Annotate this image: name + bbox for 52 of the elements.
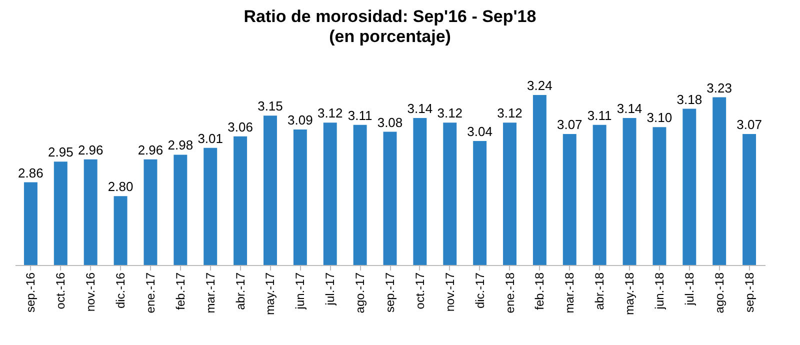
x-tick-label: oct.-16 (54, 272, 68, 310)
x-tick-label: abr.-17 (233, 272, 248, 310)
data-label: 2.95 (48, 144, 74, 160)
data-label: 2.80 (108, 179, 134, 194)
x-tick-label: mar.-17 (203, 272, 218, 314)
data-label: 2.98 (168, 138, 194, 153)
data-label: 3.09 (288, 112, 313, 128)
chart-subtitle: (en porcentaje) (329, 27, 451, 46)
data-label: 2.96 (138, 142, 164, 158)
data-label: 2.86 (18, 165, 44, 180)
data-label: 3.23 (706, 80, 732, 96)
data-label: 3.12 (317, 106, 343, 121)
data-label: 3.04 (467, 124, 492, 139)
x-tick-label: oct.-17 (412, 272, 427, 310)
x-tick-label: abr.-18 (592, 272, 607, 310)
x-tick-label: nov.-16 (84, 272, 98, 312)
x-tick-label: jul.-18 (682, 272, 696, 306)
x-tick-label: nov.-17 (442, 272, 457, 312)
data-label: 3.07 (736, 117, 762, 132)
chart-title: Ratio de morosidad: Sep'16 - Sep'18 (244, 7, 536, 26)
x-tick-label: sep.-16 (24, 272, 38, 313)
x-tick-label: ene.-18 (502, 272, 517, 314)
x-tick-label: sep.-18 (742, 272, 756, 313)
data-label: 3.11 (587, 108, 612, 123)
data-label: 2.96 (78, 142, 104, 158)
x-tick-label: dic.-17 (472, 272, 487, 309)
x-tick-label: dic.-16 (114, 272, 128, 309)
data-label: 3.14 (616, 100, 642, 116)
data-label: 3.10 (646, 110, 672, 126)
x-tick-label: feb.-17 (173, 272, 188, 310)
x-tick-label: jun.-17 (293, 272, 308, 310)
x-tick-label: sep.-17 (383, 272, 397, 313)
data-label: 3.24 (527, 78, 552, 93)
x-tick-label: feb.-18 (532, 272, 547, 310)
x-tick-label: may.-18 (622, 272, 637, 315)
data-label: 3.18 (676, 92, 702, 107)
x-tick-label: ago.-17 (353, 272, 368, 314)
data-label: 3.07 (556, 117, 582, 132)
data-label: 3.12 (497, 106, 522, 121)
data-label: 3.12 (437, 106, 463, 121)
x-tick-label: ago.-18 (712, 272, 726, 314)
data-label: 3.06 (228, 119, 253, 134)
x-tick-label: mar.-18 (562, 272, 577, 314)
data-label: 3.11 (348, 108, 372, 123)
data-label: 3.15 (258, 98, 283, 114)
data-label: 3.08 (377, 114, 403, 130)
x-tick-label: ene.-17 (143, 272, 158, 314)
x-tick-label: may.-17 (263, 272, 278, 315)
data-label: 3.01 (198, 130, 224, 146)
x-tick-label: jul.-17 (323, 272, 338, 306)
data-label: 3.14 (407, 100, 433, 116)
x-tick-label: jun.-18 (652, 272, 666, 310)
